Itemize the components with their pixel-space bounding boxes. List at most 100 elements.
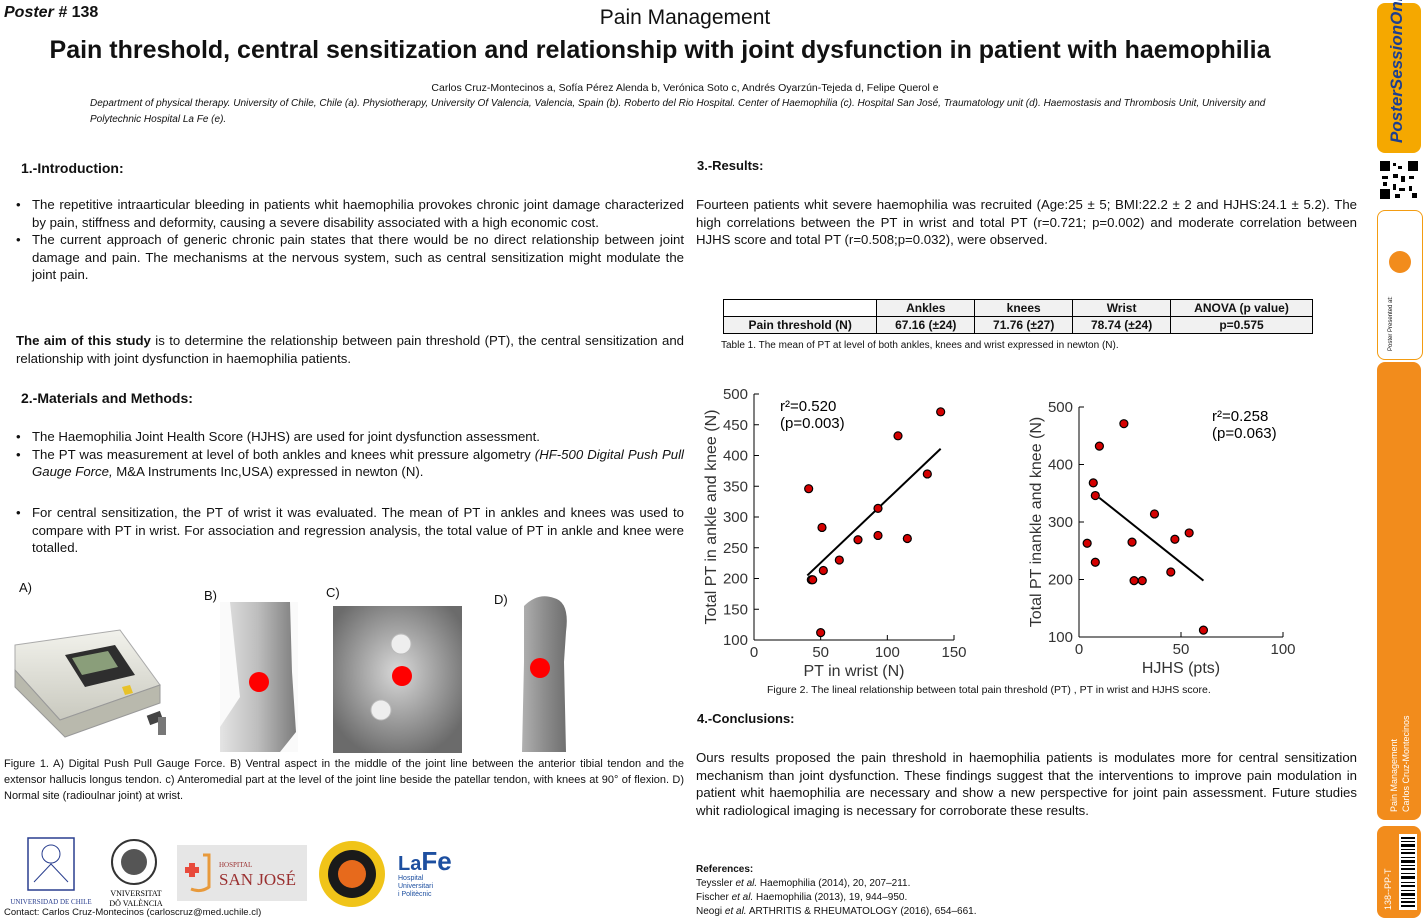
intro-heading: 1.-Introduction: xyxy=(21,160,124,176)
poster-number: Poster # 138 xyxy=(4,4,99,21)
fig1-label-b: B) xyxy=(204,588,217,603)
lafe-logo: LaFe Hospital Universitari i Politècnic xyxy=(398,846,452,898)
data-point xyxy=(893,431,903,441)
references: References: Teyssler et al. Haemophilia … xyxy=(696,863,977,919)
data-point xyxy=(1119,419,1129,429)
regression-line xyxy=(1098,497,1205,582)
wrist-image xyxy=(522,596,567,752)
y-tick-label: 400 xyxy=(1048,457,1073,474)
figure2-caption: Figure 2. The lineal relationship betwee… xyxy=(767,684,1211,696)
methods-text-2: For central sensitization, the PT of wri… xyxy=(16,504,684,557)
y-tick-label: 100 xyxy=(1048,629,1073,646)
contact: Contact: Carlos Cruz-Montecinos (carlosc… xyxy=(4,907,262,918)
svg-text:DÖ VALÈNCIA: DÖ VALÈNCIA xyxy=(109,898,162,908)
table-header: ANOVA (p value) xyxy=(1170,299,1313,317)
p-annotation: (p=0.063) xyxy=(1212,425,1277,442)
y-tick-label: 200 xyxy=(1048,572,1073,589)
regression-line xyxy=(806,448,942,577)
data-point xyxy=(1198,625,1209,635)
roberto-del-rio-logo xyxy=(319,841,385,907)
qr-code-icon[interactable] xyxy=(1379,160,1419,200)
x-tick-label: 50 xyxy=(1173,641,1190,658)
svg-text:VNIVERSITAT: VNIVERSITAT xyxy=(110,889,161,898)
x-tick-label: 100 xyxy=(875,644,900,661)
scatter-chart-wrist: 100 150 200 250 300 350 400 450 500 0 50 100 150 PT i… xyxy=(703,386,967,680)
info-box: Pain Management Carlos Cruz-Montecinos xyxy=(1377,362,1421,820)
methods-bullet: The Haemophilia Joint Health Score (HJHS… xyxy=(16,428,684,446)
svg-text:SAN JOSÉ: SAN JOSÉ xyxy=(219,870,296,889)
data-point xyxy=(1137,576,1147,586)
y-tick-label: 150 xyxy=(723,601,748,618)
data-point xyxy=(804,484,814,494)
data-point xyxy=(1094,441,1105,451)
data-point xyxy=(853,535,863,545)
sidebar-topic: Pain Management xyxy=(1389,738,1399,812)
valencia-logo: VNIVERSITAT DÖ VALÈNCIA xyxy=(109,839,163,908)
x-tick-label: 150 xyxy=(941,644,966,661)
reference-item: Neogi et al. ARTHRITIS & RHEUMATOLOGY (2… xyxy=(696,906,977,917)
event-logo-icon xyxy=(1389,251,1411,273)
y-tick-label: 350 xyxy=(723,478,748,495)
uchile-logo: UNIVERSIDAD DE CHILE xyxy=(10,837,92,906)
data-point xyxy=(902,533,912,544)
data-point xyxy=(873,503,883,513)
table-cell: 71.76 (±27) xyxy=(974,316,1074,334)
x-axis-label: PT in wrist (N) xyxy=(803,663,904,680)
marker-dot xyxy=(370,699,392,721)
results-heading: 3.-Results: xyxy=(697,158,764,173)
r2-annotation: r²=0.258 xyxy=(1212,408,1268,425)
data-point xyxy=(1149,509,1160,519)
marker-dot xyxy=(390,633,412,655)
data-point xyxy=(936,407,946,417)
data-point xyxy=(1166,567,1176,577)
results-text: Fourteen patients whit severe haemophili… xyxy=(696,197,1357,247)
intro-bullet: The current approach of generic chronic … xyxy=(16,231,684,284)
topic-heading: Pain Management xyxy=(599,6,771,29)
brand-text: PosterSessionOnline xyxy=(1387,0,1406,143)
data-point xyxy=(818,565,828,576)
figure1-caption: Figure 1. A) Digital Push Pull Gauge For… xyxy=(4,758,684,802)
aim-text: The aim of this study is to determine th… xyxy=(16,333,685,366)
poster-code: 138--PP-T xyxy=(1383,868,1393,910)
y-axis-label: Total PT inankle and knee (N) xyxy=(1028,417,1045,627)
references-heading: References: xyxy=(696,864,754,875)
data-point xyxy=(817,522,827,533)
x-axis-label: HJHS (pts) xyxy=(1142,660,1220,677)
pressure-point xyxy=(392,666,412,686)
sanjose-logo: HOSPITAL SAN JOSÉ xyxy=(177,845,307,901)
svg-text:i Politècnic: i Politècnic xyxy=(398,891,432,898)
reference-item: Teyssler et al. Haemophilia (2014), 20, … xyxy=(696,878,911,889)
presented-at-box: Poster Presented at: xyxy=(1377,210,1423,360)
poster-title: Pain threshold, central sensitization an… xyxy=(49,36,1271,64)
data-point xyxy=(873,530,883,541)
results-table: Ankles knees Wrist ANOVA (p value) Pain … xyxy=(722,299,1313,334)
y-tick-label: 500 xyxy=(723,386,748,403)
data-point xyxy=(834,555,844,565)
reference-item: Fischer et al. Haemophilia (2013), 19, 9… xyxy=(696,892,908,903)
table-header: Ankles xyxy=(876,299,976,317)
data-point xyxy=(808,575,818,585)
brand-box[interactable]: PosterSessionOnline xyxy=(1377,0,1421,153)
fig1-label-a: A) xyxy=(19,580,32,595)
table-header xyxy=(722,299,878,317)
svg-text:HOSPITAL: HOSPITAL xyxy=(219,861,252,869)
affiliations: Department of physical therapy. Universi… xyxy=(90,98,1266,125)
methods-heading: 2.-Materials and Methods: xyxy=(21,390,193,406)
methods-text: The Haemophilia Joint Health Score (HJHS… xyxy=(16,428,684,481)
x-tick-label: 0 xyxy=(750,644,758,661)
intro-bullet: The repetitive intraarticular bleeding i… xyxy=(16,196,684,231)
p-annotation: (p=0.003) xyxy=(780,415,845,432)
y-tick-label: 100 xyxy=(723,632,748,649)
fig1-label-c: C) xyxy=(326,585,340,600)
data-point xyxy=(1184,528,1194,538)
code-box: 138--PP-T xyxy=(1377,826,1421,918)
y-tick-label: 200 xyxy=(723,571,748,588)
svg-text:Hospital: Hospital xyxy=(398,875,424,882)
methods-bullet: For central sensitization, the PT of wri… xyxy=(16,504,684,557)
table-cell: 78.74 (±24) xyxy=(1072,316,1172,334)
presented-at: Poster Presented at: xyxy=(1388,296,1394,351)
scatter-chart-hjhs: 100 200 300 400 500 0 50 100 HJHS (pts) Total PT … xyxy=(1028,399,1296,677)
y-tick-label: 300 xyxy=(723,509,748,526)
ankle-image xyxy=(220,602,298,752)
data-point xyxy=(1129,576,1139,586)
